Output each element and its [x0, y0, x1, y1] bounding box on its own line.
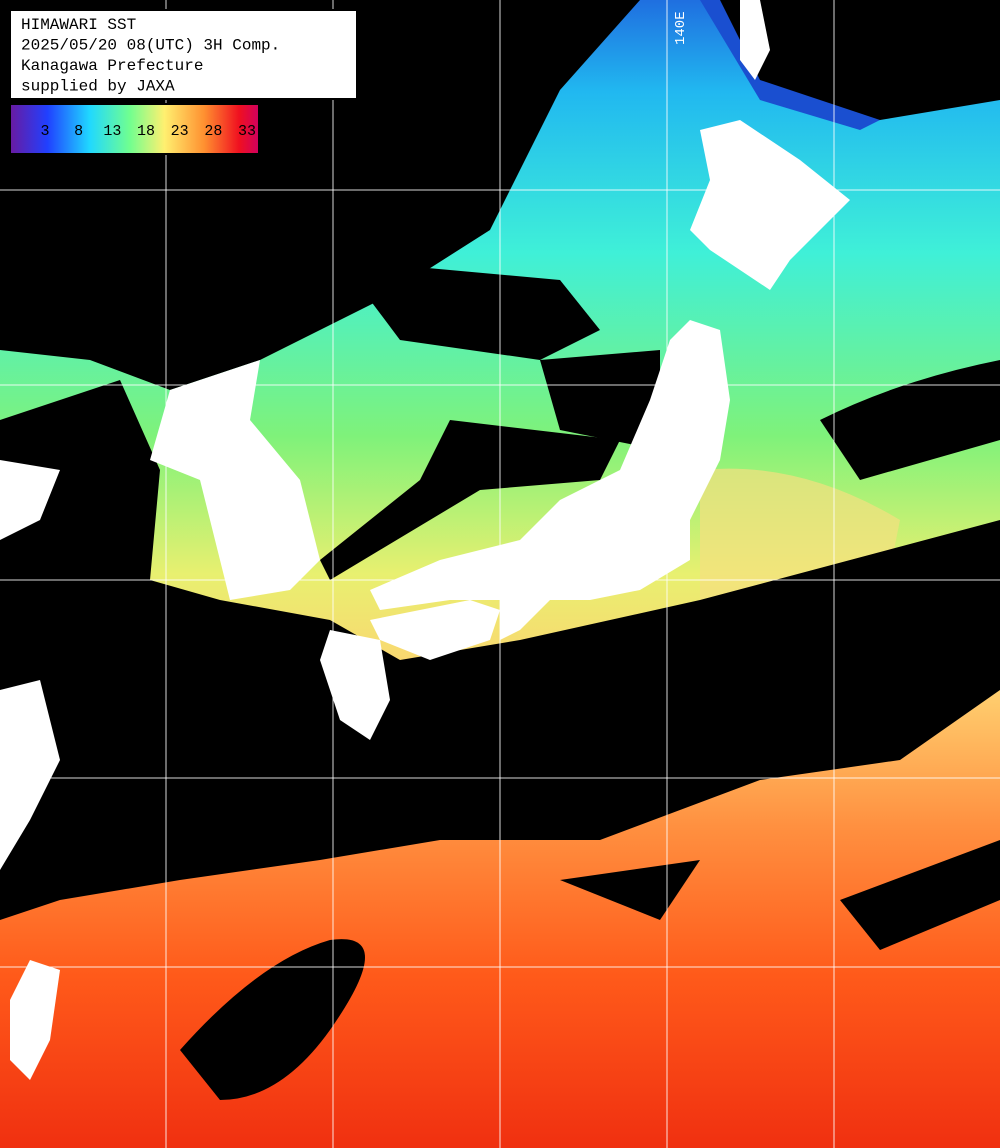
land — [0, 0, 850, 1080]
colorbar-label: 33 — [238, 123, 256, 140]
colorbar-label: 28 — [204, 123, 222, 140]
header-line: 2025/05/20 08(UTC) 3H Comp. — [21, 37, 280, 55]
colorbar-label: 8 — [74, 123, 83, 140]
header-line: Kanagawa Prefecture — [21, 57, 203, 75]
header-line: HIMAWARI SST — [21, 16, 136, 34]
colorbar-label: 23 — [171, 123, 189, 140]
colorbar-label: 3 — [40, 123, 49, 140]
colorbar: 3 8 13 18 23 28 33 — [9, 103, 260, 155]
header-line: supplied by JAXA — [21, 78, 175, 96]
colorbar-ramp — [9, 103, 260, 155]
header-box: HIMAWARI SST 2025/05/20 08(UTC) 3H Comp. K… — [9, 9, 358, 100]
grid-label: 140E — [673, 11, 689, 45]
colorbar-label: 13 — [103, 123, 121, 140]
colorbar-label: 18 — [137, 123, 155, 140]
